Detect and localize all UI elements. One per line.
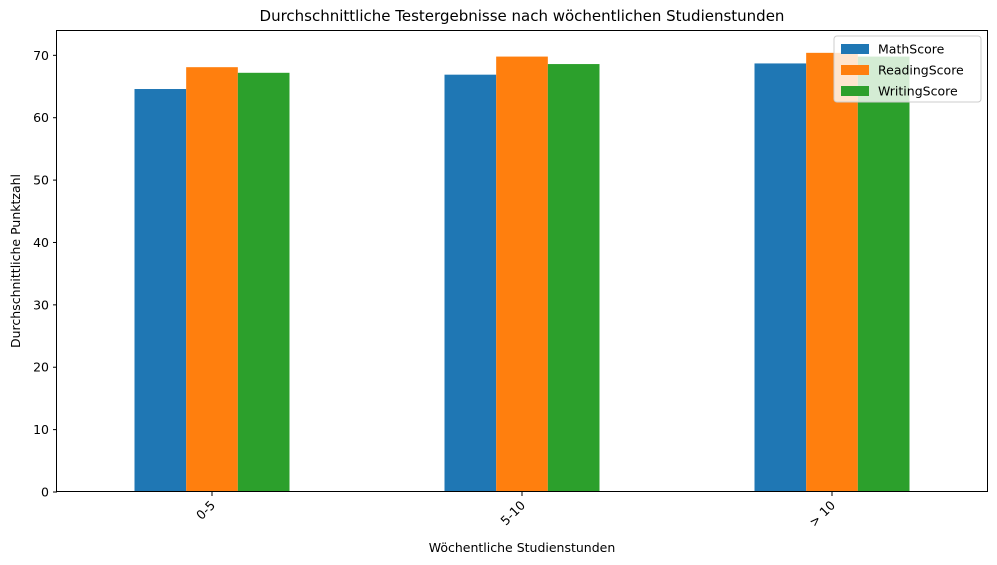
- y-axis: 0 10 20 30 40 50 60 70: [33, 48, 57, 500]
- bar-writingscore-2: [857, 56, 910, 493]
- legend-box: [833, 35, 982, 103]
- bar-readingscore-2: [806, 52, 858, 492]
- plot-frame: [56, 30, 988, 492]
- legend-label-readingscore: ReadingScore: [878, 63, 964, 78]
- legend-label-writingscore: WritingScore: [878, 84, 958, 99]
- x-tick-label: 0-5: [193, 498, 218, 523]
- legend-swatch-readingscore: [841, 65, 869, 75]
- x-axis-label: Wöchentliche Studienstunden: [429, 540, 616, 555]
- y-tick-label: 40: [33, 235, 49, 250]
- legend: MathScore ReadingScore WritingScore: [833, 35, 982, 103]
- bar-mathscore-0: [134, 89, 187, 492]
- x-axis: 0-5 5-10 > 10: [193, 492, 838, 530]
- y-tick-label: 20: [33, 360, 49, 375]
- bars-group: [134, 52, 910, 493]
- bar-readingscore-0: [186, 67, 238, 492]
- legend-label-mathscore: MathScore: [878, 42, 945, 57]
- bar-mathscore-2: [754, 63, 807, 493]
- y-tick-label: 0: [41, 485, 49, 500]
- y-tick-label: 70: [33, 48, 49, 63]
- bar-mathscore-1: [444, 74, 497, 492]
- legend-swatch-mathscore: [841, 44, 869, 54]
- bar-writingscore-0: [237, 72, 290, 493]
- bar-readingscore-1: [496, 56, 548, 493]
- y-tick-label: 50: [33, 173, 49, 188]
- y-tick-label: 60: [33, 110, 49, 125]
- y-tick-label: 30: [33, 297, 49, 312]
- x-tick-label: 5-10: [497, 497, 528, 528]
- bar-writingscore-1: [547, 64, 600, 492]
- y-tick-label: 10: [33, 422, 49, 437]
- y-axis-label: Durchschnittliche Punktzahl: [8, 174, 23, 348]
- x-tick-label: > 10: [806, 497, 838, 529]
- chart-title: Durchschnittliche Testergebnisse nach wö…: [260, 7, 785, 25]
- legend-swatch-writingscore: [841, 86, 869, 96]
